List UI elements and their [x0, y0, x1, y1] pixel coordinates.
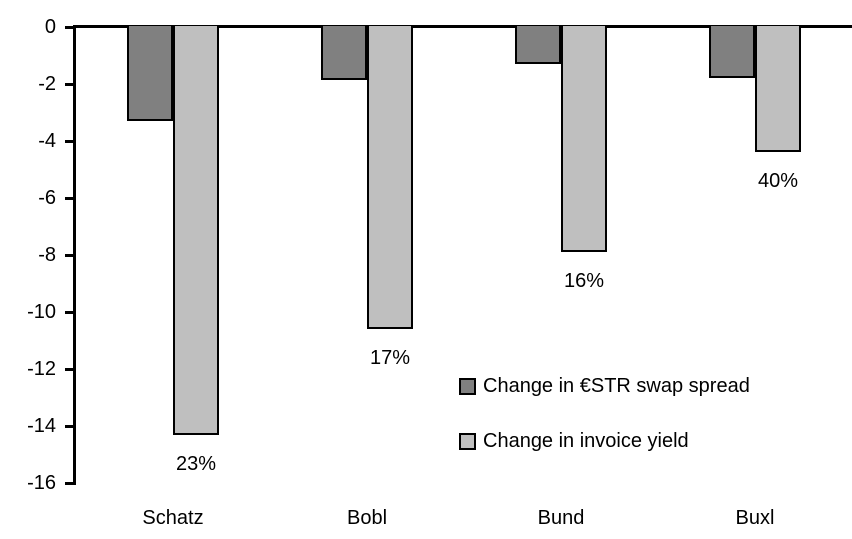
- y-axis-tick: [65, 253, 76, 257]
- y-axis-tick: [65, 424, 76, 428]
- bar-estr-bund: [515, 26, 561, 64]
- invoice-yield-swatch-icon: [459, 432, 476, 450]
- x-axis-line: [73, 25, 852, 28]
- x-axis-label-buxl: Buxl: [735, 507, 775, 529]
- y-axis-tick: [65, 310, 76, 314]
- legend-item-invoice-yield: Change in invoice yield: [459, 427, 750, 455]
- y-axis-tick: [65, 139, 76, 143]
- value-label-buxl: 40%: [757, 170, 799, 192]
- y-axis-tick-label: 0: [44, 16, 56, 38]
- value-label-bund: 16%: [563, 270, 605, 292]
- x-axis-label-bund: Bund: [537, 507, 585, 529]
- x-axis-label-schatz: Schatz: [142, 507, 204, 529]
- bar-estr-schatz: [127, 26, 173, 121]
- y-axis-tick: [65, 196, 76, 200]
- x-axis-label-bobl: Bobl: [346, 507, 388, 529]
- bar-invoice-bobl: [367, 26, 413, 329]
- y-axis-tick-label: -6: [38, 187, 56, 209]
- value-label-bobl: 17%: [369, 347, 411, 369]
- y-axis-tick-label: -16: [27, 472, 56, 494]
- y-axis-tick: [65, 25, 76, 29]
- y-axis-tick: [65, 481, 76, 485]
- legend: Change in €STR swap spread Change in inv…: [459, 372, 750, 482]
- legend-item-estr-swap-spread: Change in €STR swap spread: [459, 372, 750, 400]
- y-axis-tick: [65, 367, 76, 371]
- value-label-schatz: 23%: [175, 453, 217, 475]
- legend-label-estr-swap-spread: Change in €STR swap spread: [483, 375, 750, 397]
- bar-invoice-schatz: [173, 26, 219, 435]
- y-axis-tick-label: -2: [38, 73, 56, 95]
- bar-invoice-buxl: [755, 26, 801, 152]
- y-axis-tick-label: -10: [27, 301, 56, 323]
- legend-label-invoice-yield: Change in invoice yield: [483, 430, 689, 452]
- y-axis-tick-label: -8: [38, 244, 56, 266]
- y-axis-tick: [65, 82, 76, 86]
- bar-invoice-bund: [561, 26, 607, 252]
- bar-estr-buxl: [709, 26, 755, 78]
- y-axis-tick-label: -12: [27, 358, 56, 380]
- bar-estr-bobl: [321, 26, 367, 80]
- y-axis-tick-label: -14: [27, 415, 56, 437]
- estr-swap-spread-swatch-icon: [459, 377, 476, 395]
- y-axis-tick-label: -4: [38, 130, 56, 152]
